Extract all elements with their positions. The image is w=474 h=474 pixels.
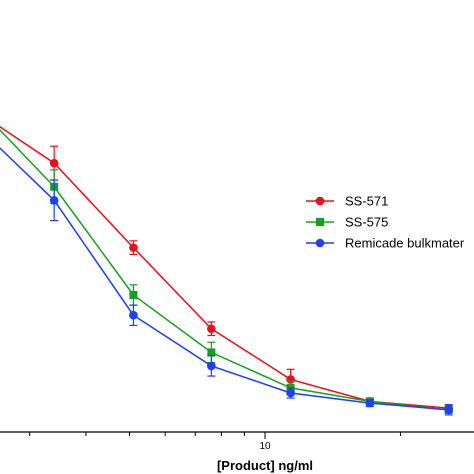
legend: SS-571 SS-575 Remicade bulkmater	[306, 194, 465, 251]
data-point	[49, 196, 59, 205]
series-group	[0, 125, 454, 416]
data-point	[129, 243, 138, 252]
legend-item-2: Remicade bulkmater	[306, 236, 465, 251]
legend-label: Remicade bulkmater	[345, 236, 465, 251]
series-2	[0, 147, 454, 416]
legend-marker	[316, 218, 324, 226]
legend-label: SS-571	[345, 194, 388, 209]
data-point	[207, 348, 216, 357]
x-tick-label: 10	[259, 441, 271, 452]
legend-item-1: SS-575	[306, 215, 388, 230]
data-point	[129, 290, 138, 299]
legend-label: SS-575	[345, 215, 388, 230]
data-point	[49, 158, 59, 168]
data-point	[444, 405, 454, 415]
data-point	[207, 324, 216, 334]
data-point	[129, 310, 138, 320]
data-point	[286, 388, 295, 398]
data-point	[207, 361, 216, 371]
data-point	[365, 398, 375, 408]
legend-marker	[315, 238, 325, 248]
series-0	[0, 125, 454, 413]
legend-marker	[315, 196, 325, 206]
legend-item-0: SS-571	[306, 194, 388, 209]
x-axis-title: [Product] ng/ml	[217, 458, 313, 473]
x-axis: 10	[0, 431, 474, 452]
